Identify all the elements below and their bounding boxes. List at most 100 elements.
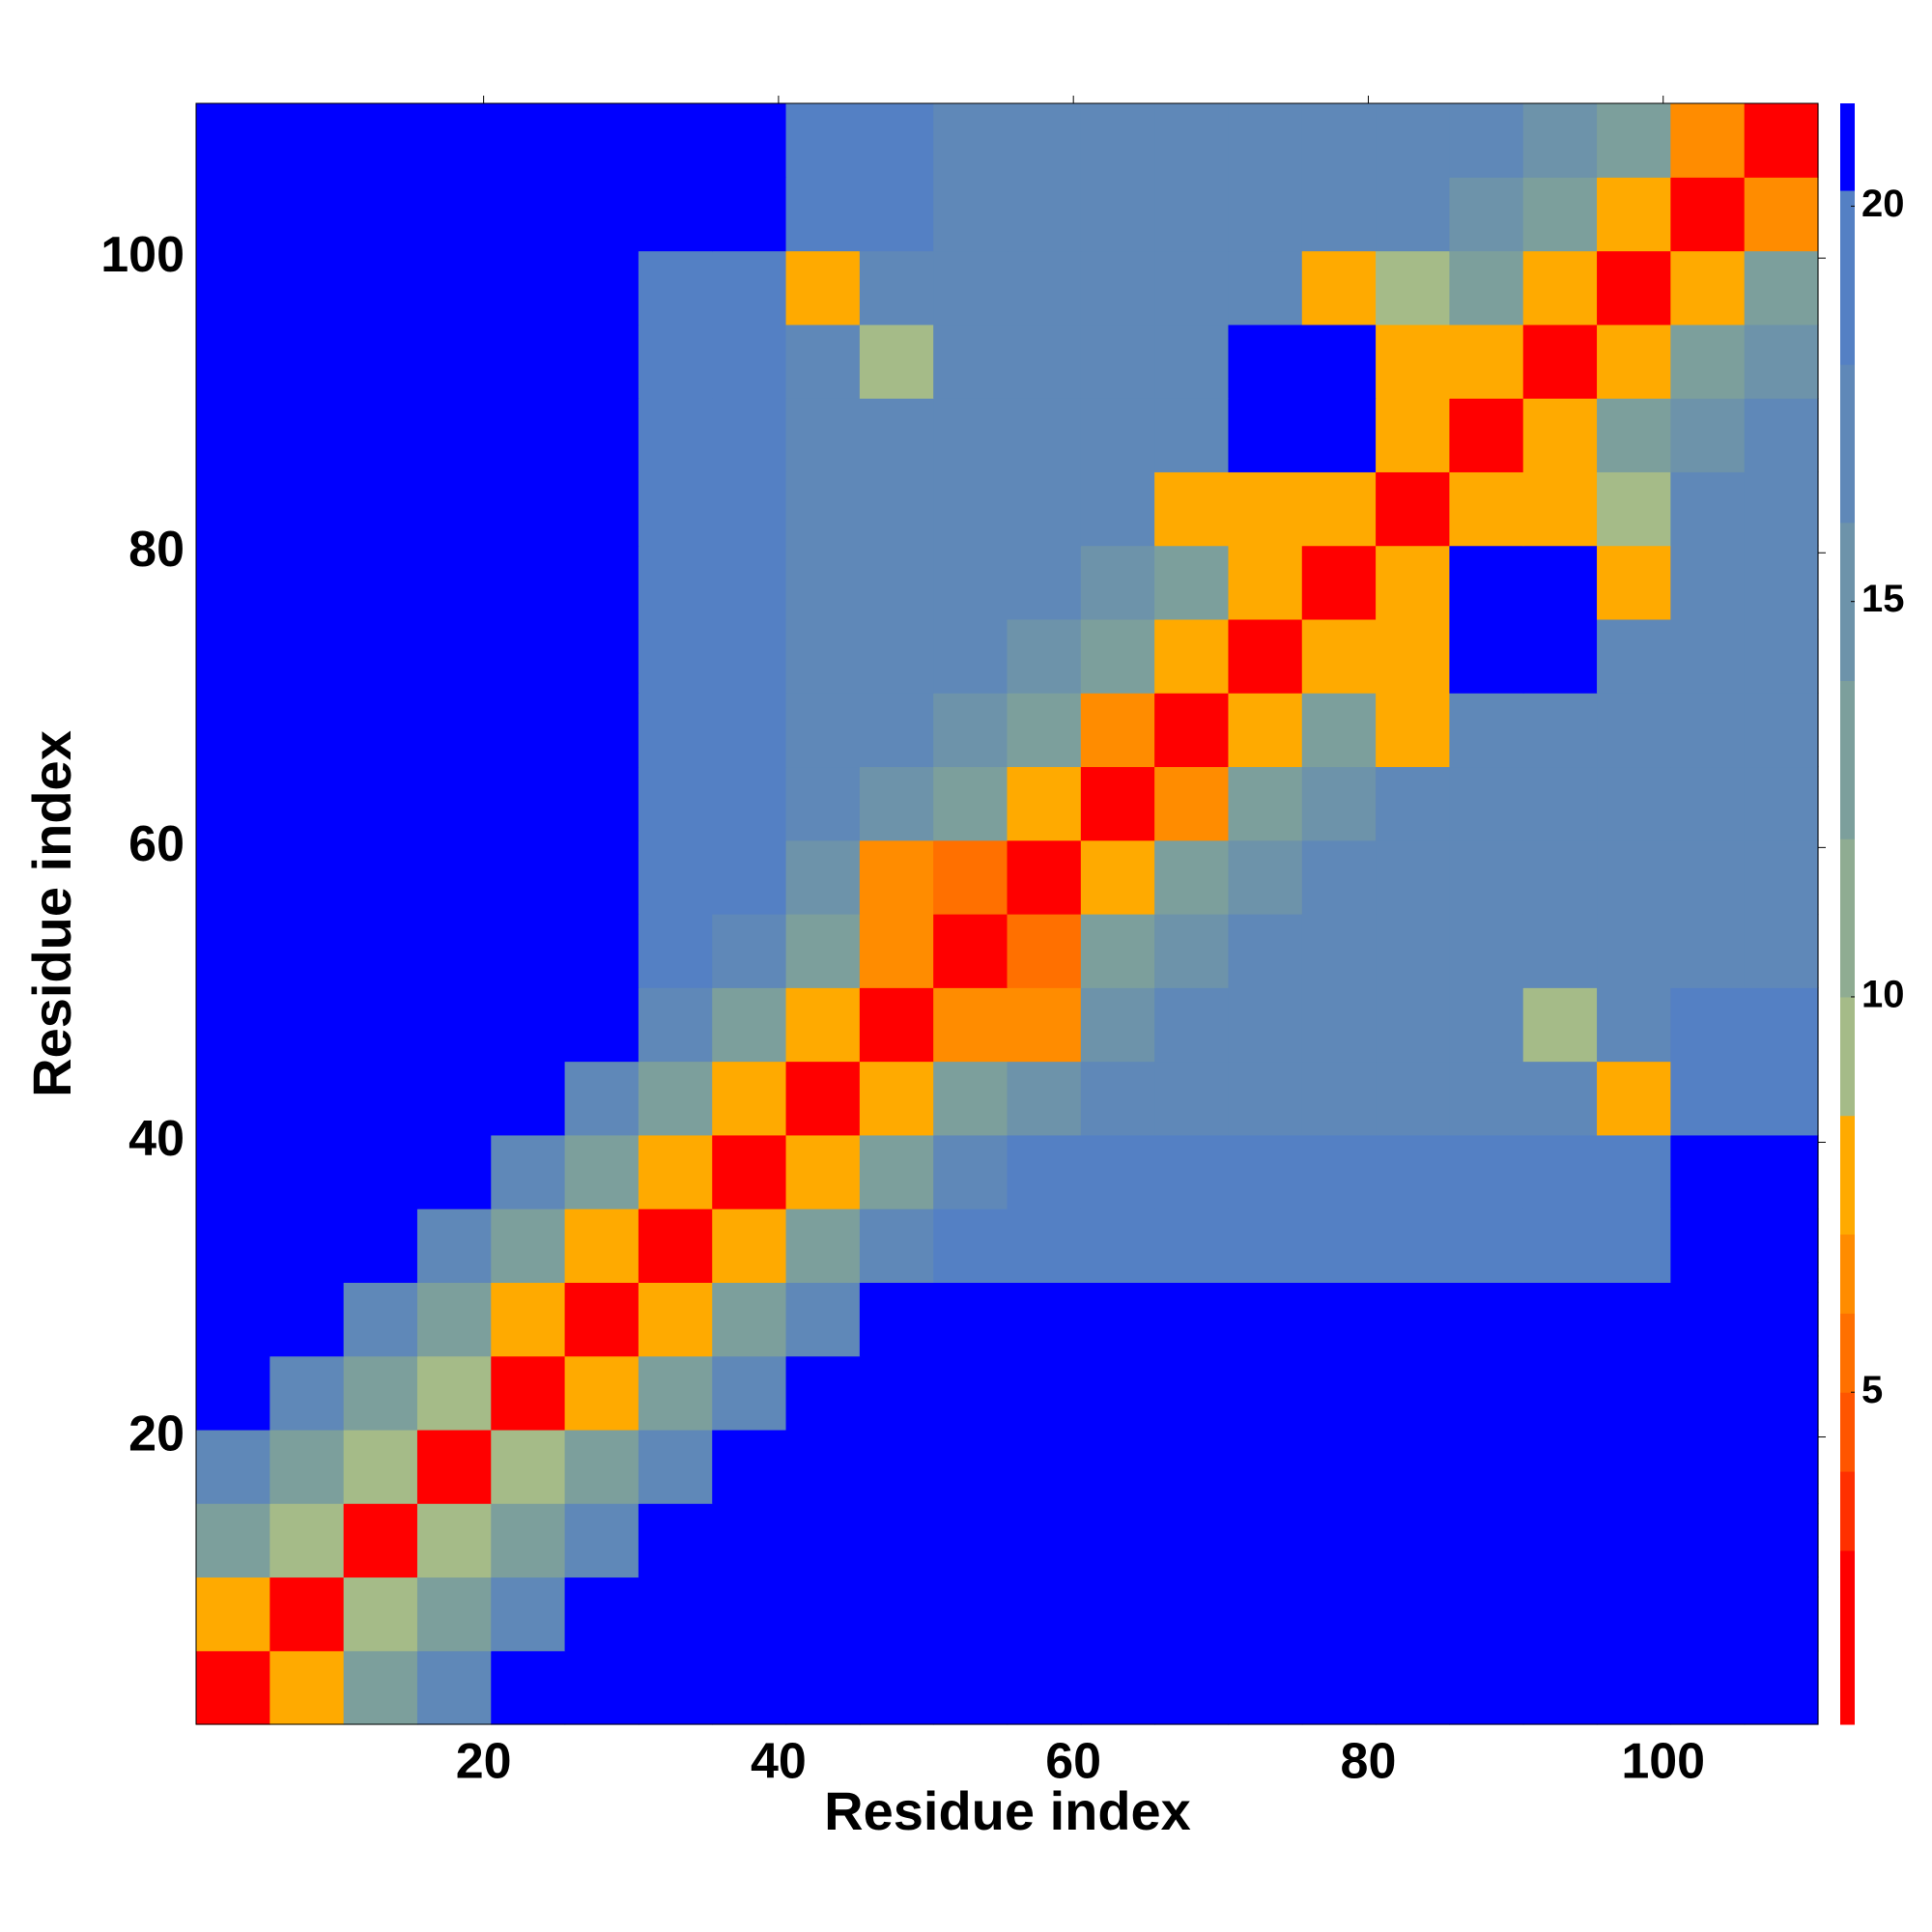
heatmap-cell — [1154, 766, 1230, 841]
heatmap-cell — [1154, 1208, 1230, 1283]
heatmap-cell — [1449, 618, 1524, 694]
heatmap-cell — [564, 471, 639, 547]
heatmap-cell — [416, 545, 492, 620]
heatmap-cell — [1301, 1429, 1377, 1504]
heatmap-cell — [1449, 693, 1524, 768]
heatmap-cell — [416, 1503, 492, 1578]
heatmap-cell — [343, 839, 418, 915]
x-axis-title: Residue index — [824, 1780, 1191, 1841]
heatmap-cell — [196, 103, 270, 178]
y-tick-label: 80 — [128, 522, 185, 578]
heatmap-cell — [1449, 1208, 1524, 1283]
heatmap-cell — [1744, 693, 1819, 768]
colorbar-band — [1840, 364, 1855, 524]
heatmap-cell — [564, 766, 639, 841]
heatmap-cell — [1080, 1650, 1155, 1725]
heatmap-cell — [1080, 398, 1155, 472]
heatmap-cell — [491, 545, 566, 620]
heatmap-cell — [270, 398, 345, 472]
heatmap-cell — [270, 1503, 345, 1578]
heatmap-cell — [270, 1650, 345, 1725]
heatmap-cell — [1080, 1503, 1155, 1578]
heatmap-cell — [638, 1282, 713, 1357]
heatmap-cell — [712, 693, 787, 768]
colorbar-band — [1840, 680, 1855, 839]
heatmap-cell — [712, 545, 787, 620]
heatmap-cell — [712, 914, 787, 988]
heatmap-cell — [712, 398, 787, 472]
heatmap-cell — [1154, 839, 1230, 915]
heatmap-cell — [1522, 618, 1598, 694]
heatmap-cell — [491, 1577, 566, 1652]
colorbar-band — [1840, 996, 1855, 1117]
heatmap-cell — [1376, 1429, 1451, 1504]
heatmap-cell — [859, 839, 934, 915]
heatmap-cell — [1597, 1503, 1671, 1578]
heatmap-cell — [1228, 1577, 1303, 1652]
heatmap-cell — [416, 103, 492, 178]
heatmap-cell — [270, 103, 345, 178]
heatmap-cell — [1228, 693, 1303, 768]
heatmap-cell — [638, 398, 713, 472]
heatmap-cell — [343, 1208, 418, 1283]
heatmap-cell — [1007, 1503, 1082, 1578]
heatmap-cell — [1670, 398, 1746, 472]
heatmap-cell — [1522, 987, 1598, 1063]
heatmap-cell — [1376, 987, 1451, 1063]
heatmap-cell — [1744, 1134, 1819, 1209]
heatmap-cell — [859, 1061, 934, 1136]
heatmap-cell — [1376, 1650, 1451, 1725]
heatmap-cell — [638, 1134, 713, 1209]
heatmap-cell — [1744, 839, 1819, 915]
heatmap-cell — [1007, 618, 1082, 694]
x-tick-label: 20 — [456, 1734, 512, 1790]
heatmap-cell — [1301, 1577, 1377, 1652]
heatmap-cell — [1301, 545, 1377, 620]
heatmap-cell — [785, 1061, 861, 1136]
heatmap-cell — [416, 1208, 492, 1283]
x-tick-label: 60 — [1045, 1734, 1101, 1790]
heatmap-cell — [1597, 545, 1671, 620]
heatmap-cell — [712, 324, 787, 399]
heatmap-cell — [933, 545, 1009, 620]
heatmap-cell — [712, 839, 787, 915]
heatmap-cell — [343, 1134, 418, 1209]
heatmap-cell — [1228, 1061, 1303, 1136]
heatmap-cell — [196, 766, 270, 841]
heatmap-cell — [270, 1355, 345, 1431]
heatmap-cell — [416, 839, 492, 915]
heatmap-cell — [270, 177, 345, 252]
heatmap-cell — [196, 1577, 270, 1652]
heatmap-cell — [343, 250, 418, 326]
heatmap-cell — [1007, 471, 1082, 547]
heatmap-cell — [1228, 103, 1303, 178]
heatmap-cell — [1597, 839, 1671, 915]
heatmap-cell — [1449, 914, 1524, 988]
heatmap-cell — [859, 987, 934, 1063]
heatmap-cell — [785, 1282, 861, 1357]
heatmap-cell — [712, 766, 787, 841]
heatmap-cell — [638, 177, 713, 252]
heatmap-cell — [1301, 471, 1377, 547]
colorbar-band — [1840, 1471, 1855, 1551]
heatmap-cell — [1597, 103, 1671, 178]
heatmap-cell — [1522, 545, 1598, 620]
heatmap-cell — [270, 1429, 345, 1504]
heatmap-cell — [638, 1061, 713, 1136]
heatmap-cell — [1744, 177, 1819, 252]
heatmap-cell — [564, 1429, 639, 1504]
heatmap-cell — [933, 839, 1009, 915]
heatmap-cell — [1744, 1650, 1819, 1725]
y-tick-label: 60 — [128, 816, 185, 872]
heatmap-cell — [1376, 103, 1451, 178]
heatmap-cell — [1228, 914, 1303, 988]
heatmap-cell — [1670, 1429, 1746, 1504]
heatmap-cell — [416, 618, 492, 694]
heatmap-cell — [1744, 1208, 1819, 1283]
heatmap-cell — [1522, 839, 1598, 915]
heatmap-cell — [638, 693, 713, 768]
heatmap-cell — [638, 987, 713, 1063]
heatmap-cell — [638, 1577, 713, 1652]
heatmap-cell — [343, 1355, 418, 1431]
heatmap-cell — [270, 1577, 345, 1652]
